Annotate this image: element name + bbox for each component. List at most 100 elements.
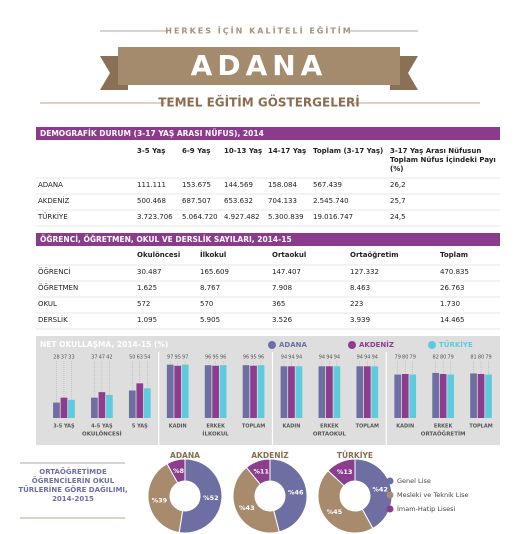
legend-label: İmam-Hatip Lisesi bbox=[397, 504, 456, 513]
row-label: TÜRKİYE bbox=[38, 213, 68, 221]
bar bbox=[204, 365, 212, 418]
data-label: 95 bbox=[175, 355, 181, 361]
cell: 365 bbox=[272, 300, 286, 308]
cell: 500.468 bbox=[137, 197, 166, 205]
data-label: 82 bbox=[432, 355, 438, 361]
group-label: ORTAOKUL bbox=[313, 432, 347, 438]
slice-label: %45 bbox=[327, 508, 343, 516]
cell: 8.463 bbox=[350, 284, 371, 292]
cell: 7.908 bbox=[272, 284, 293, 292]
bar bbox=[280, 366, 288, 418]
cell: 5.300.839 bbox=[268, 213, 304, 221]
data-label: 80 bbox=[402, 355, 408, 361]
legend-dot bbox=[386, 505, 394, 513]
bar bbox=[106, 394, 113, 418]
row-label: ÖĞRETMEN bbox=[38, 284, 79, 292]
cell: 26.763 bbox=[440, 284, 465, 292]
x-tick-label: KADIN bbox=[396, 424, 414, 430]
cell: 14.465 bbox=[440, 316, 465, 324]
cell: 158.084 bbox=[268, 181, 297, 189]
bar bbox=[68, 399, 75, 418]
cell: 687.507 bbox=[182, 197, 211, 205]
legend-dot bbox=[386, 477, 394, 485]
section-title: ÖĞRENCİ, ÖĞRETMEN, OKUL VE DERSLİK SAYIL… bbox=[40, 235, 292, 244]
data-label: 79 bbox=[395, 355, 401, 361]
row-label: ADANA bbox=[38, 181, 63, 189]
tagline: HERKES İÇİN KALİTELİ EĞİTİM bbox=[165, 25, 352, 36]
bar bbox=[409, 374, 417, 418]
slice-label: %46 bbox=[288, 489, 304, 497]
bar bbox=[363, 366, 371, 418]
cell: 147.407 bbox=[272, 268, 301, 276]
slice-label: %42 bbox=[372, 486, 388, 494]
x-tick-label: ERKEK bbox=[206, 424, 226, 430]
bar bbox=[439, 374, 447, 418]
cell: 111.111 bbox=[137, 181, 166, 189]
slice-label: %43 bbox=[239, 504, 255, 512]
data-label: 37 bbox=[91, 355, 97, 361]
bar bbox=[356, 366, 364, 418]
row-label: ÖĞRENCİ bbox=[38, 268, 71, 276]
row-label: OKUL bbox=[38, 300, 57, 308]
column-header: 6-9 Yaş bbox=[182, 147, 211, 155]
x-tick-label: 5 YAŞ bbox=[132, 424, 148, 430]
bar bbox=[326, 366, 333, 418]
column-header: Toplam bbox=[440, 251, 469, 259]
donut-slice bbox=[147, 462, 184, 534]
bar bbox=[295, 366, 303, 418]
bar bbox=[242, 365, 250, 418]
cell: 5.064.720 bbox=[182, 213, 218, 221]
bar bbox=[333, 366, 341, 418]
data-label: 28 bbox=[53, 355, 59, 361]
cell: 3.526 bbox=[272, 316, 293, 324]
legend-dot bbox=[268, 341, 276, 349]
legend-label: Mesleki ve Teknik Lise bbox=[397, 491, 469, 499]
bar bbox=[143, 388, 151, 418]
data-label: 96 bbox=[205, 355, 211, 361]
data-label: 94 bbox=[326, 355, 332, 361]
cell: 8.767 bbox=[200, 284, 221, 292]
legend-dot bbox=[348, 341, 356, 349]
legend-dot bbox=[428, 341, 436, 349]
data-label: 94 bbox=[281, 355, 287, 361]
data-label: 97 bbox=[167, 355, 173, 361]
group-label: ORTAÖĞRETİM bbox=[421, 431, 466, 438]
data-label: 94 bbox=[288, 355, 294, 361]
slice-label: %11 bbox=[253, 468, 269, 476]
legend-label: ADANA bbox=[279, 341, 308, 349]
donut-slice bbox=[178, 458, 223, 534]
bar bbox=[219, 365, 227, 418]
cell: 653.632 bbox=[224, 197, 253, 205]
cell: 1.625 bbox=[137, 284, 158, 292]
bar bbox=[394, 374, 402, 418]
chart-panel bbox=[36, 336, 500, 445]
donut-slice bbox=[245, 458, 271, 486]
column-header: 3-17 Yaş Arası Nüfusun Toplam Nüfus İçin… bbox=[390, 147, 496, 173]
main-title: ADANA bbox=[191, 49, 328, 82]
data-label: 80 bbox=[440, 355, 446, 361]
donut-name: ADANA bbox=[170, 451, 200, 460]
legend-label: TÜRKİYE bbox=[439, 340, 473, 349]
cell: 25,7 bbox=[390, 197, 406, 205]
column-header: 10-13 Yaş bbox=[224, 147, 263, 155]
column-header: Toplam (3-17 Yaş) bbox=[313, 147, 384, 155]
data-label: 54 bbox=[144, 355, 150, 361]
bar bbox=[181, 364, 189, 418]
cell: 1.730 bbox=[440, 300, 461, 308]
cell: 470.835 bbox=[440, 268, 469, 276]
column-header: 14-17 Yaş bbox=[268, 147, 307, 155]
column-header: Ortaöğretim bbox=[350, 251, 399, 259]
section-title: DEMOGRAFİK DURUM (3-17 YAŞ ARASI NÜFUS),… bbox=[40, 129, 264, 138]
x-tick-label: TOPLAM bbox=[469, 424, 492, 430]
data-label: 97 bbox=[182, 355, 188, 361]
section-bar bbox=[36, 233, 500, 246]
bar bbox=[174, 365, 182, 418]
bar bbox=[60, 397, 68, 418]
x-tick-label: TOPLAM bbox=[242, 424, 265, 430]
bar bbox=[91, 397, 98, 418]
legend-dot bbox=[386, 491, 394, 499]
cell: 3.939 bbox=[350, 316, 371, 324]
group-label: İLKOKUL bbox=[202, 431, 229, 438]
slice-label: %52 bbox=[203, 494, 219, 502]
